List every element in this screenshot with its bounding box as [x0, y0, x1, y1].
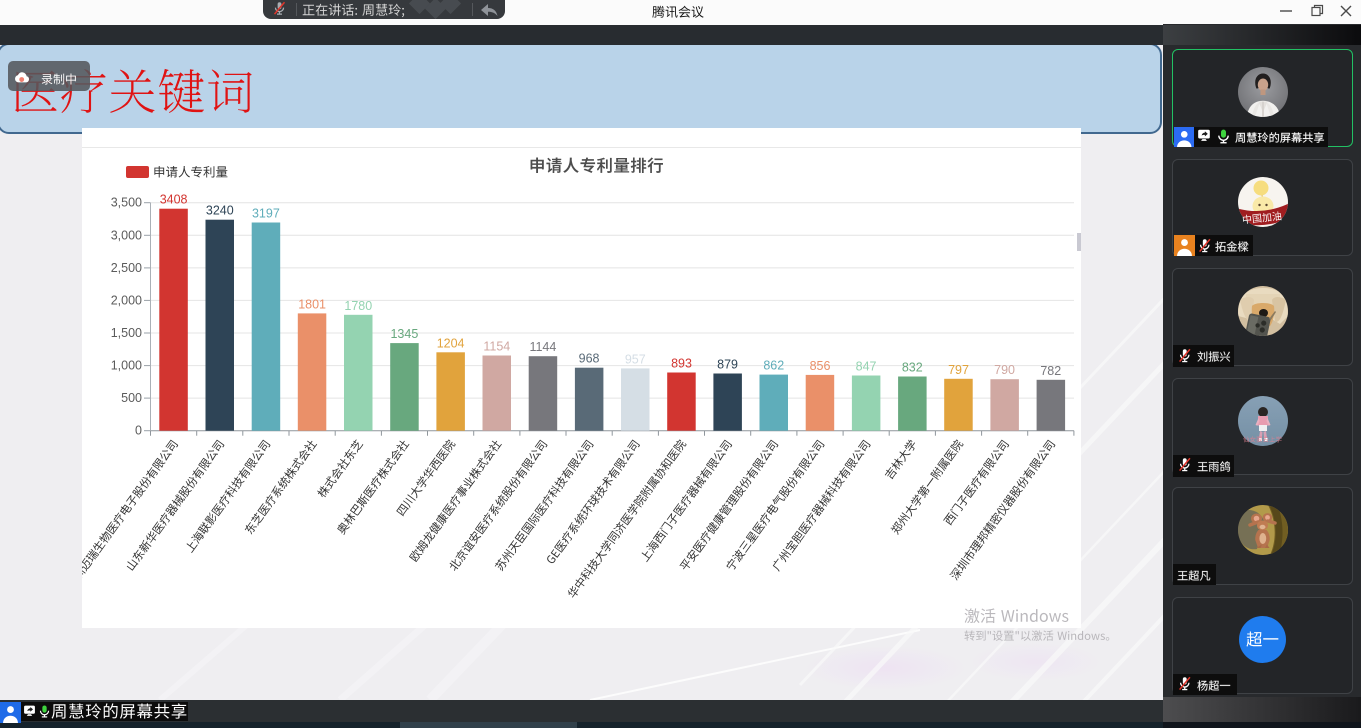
svg-text:856: 856 — [810, 359, 831, 373]
svg-text:1154: 1154 — [483, 340, 510, 354]
svg-text:879: 879 — [717, 358, 738, 372]
svg-text:968: 968 — [579, 352, 600, 366]
svg-text:893: 893 — [671, 357, 692, 371]
svg-text:3408: 3408 — [160, 193, 188, 207]
svg-text:3,000: 3,000 — [111, 228, 142, 242]
svg-text:2,500: 2,500 — [111, 261, 142, 275]
svg-text:832: 832 — [902, 361, 923, 375]
svg-text:862: 862 — [763, 359, 784, 373]
svg-text:500: 500 — [121, 391, 142, 405]
svg-text:0: 0 — [135, 424, 142, 438]
svg-text:3,500: 3,500 — [111, 196, 142, 210]
svg-text:1,000: 1,000 — [111, 359, 142, 373]
svg-text:3240: 3240 — [206, 204, 234, 218]
svg-text:957: 957 — [625, 352, 646, 366]
svg-text:790: 790 — [994, 363, 1015, 377]
svg-text:1801: 1801 — [298, 297, 326, 311]
svg-text:1,500: 1,500 — [111, 326, 142, 340]
svg-text:2,000: 2,000 — [111, 293, 142, 307]
svg-text:3197: 3197 — [252, 207, 280, 221]
svg-text:1780: 1780 — [344, 299, 372, 313]
svg-text:1345: 1345 — [390, 327, 418, 341]
svg-text:1204: 1204 — [437, 336, 465, 350]
svg-text:1144: 1144 — [529, 340, 556, 354]
svg-text:782: 782 — [1040, 364, 1061, 378]
svg-text:847: 847 — [856, 360, 877, 374]
svg-text:797: 797 — [948, 363, 969, 377]
